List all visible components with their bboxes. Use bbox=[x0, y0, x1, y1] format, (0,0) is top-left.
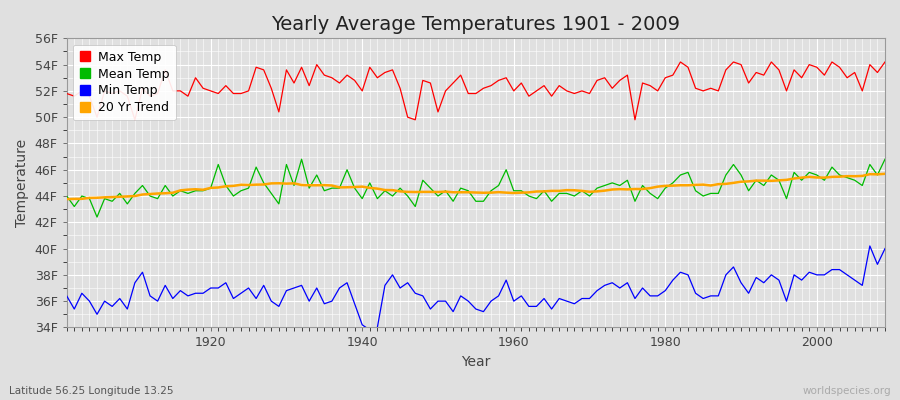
Text: Latitude 56.25 Longitude 13.25: Latitude 56.25 Longitude 13.25 bbox=[9, 386, 174, 396]
Y-axis label: Temperature: Temperature bbox=[15, 139, 29, 227]
Legend: Max Temp, Mean Temp, Min Temp, 20 Yr Trend: Max Temp, Mean Temp, Min Temp, 20 Yr Tre… bbox=[73, 44, 176, 120]
Title: Yearly Average Temperatures 1901 - 2009: Yearly Average Temperatures 1901 - 2009 bbox=[272, 15, 680, 34]
Text: worldspecies.org: worldspecies.org bbox=[803, 386, 891, 396]
X-axis label: Year: Year bbox=[461, 355, 491, 369]
